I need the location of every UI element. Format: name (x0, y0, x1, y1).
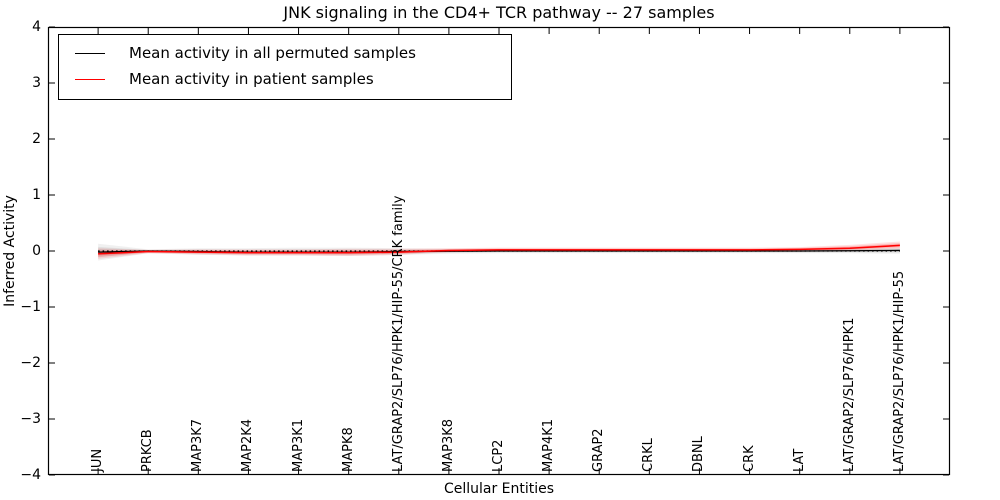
y-tick-label: −2 (20, 355, 41, 371)
legend-label-permuted: Mean activity in all permuted samples (129, 44, 416, 62)
y-tick-label: 4 (32, 19, 41, 35)
legend-entry-patient: Mean activity in patient samples (59, 66, 511, 92)
x-tick-label: LAT (791, 448, 807, 472)
x-tick-label: MAP4K1 (541, 418, 557, 472)
x-axis-label: Cellular Entities (443, 481, 555, 497)
legend-line-sample-black (75, 52, 105, 54)
x-tick-label: LCP2 (491, 439, 506, 472)
x-tick-label: LAT/GRAP2/SLP76/HPK1/HIP-55 (891, 270, 907, 472)
y-tick-label: 3 (32, 75, 41, 91)
x-tick-label: CRK (741, 445, 757, 472)
x-tick-label: PRKCB (140, 429, 156, 472)
legend-label-patient: Mean activity in patient samples (129, 70, 374, 88)
x-tick-label: MAP3K7 (190, 418, 206, 472)
y-tick-label: 1 (32, 187, 41, 203)
x-tick-label: MAPK8 (340, 427, 356, 472)
x-tick-label: JUN (90, 448, 106, 472)
x-tick-label: CRKL (641, 438, 657, 472)
x-tick-label: MAP2K4 (240, 418, 256, 472)
x-tick-label: GRAP2 (591, 428, 607, 472)
legend-entry-permuted: Mean activity in all permuted samples (59, 40, 511, 66)
x-tick-label: LAT/GRAP2/SLP76/HPK1/HIP-55/CRK family (390, 195, 406, 472)
x-tick-label: MAP3K8 (440, 418, 456, 472)
legend-line-sample-red (75, 78, 105, 80)
x-tick-label: DBNL (691, 436, 707, 472)
legend-box: Mean activity in all permuted samples Me… (58, 34, 512, 100)
y-tick-label: −1 (20, 299, 41, 315)
patient-mean-line (98, 244, 900, 255)
axes-frame (47, 26, 951, 476)
y-tick-label: 2 (32, 131, 41, 147)
y-tick-label: −4 (20, 467, 41, 483)
x-tick-label: LAT/GRAP2/SLP76/HPK1 (841, 317, 857, 472)
sample-band (98, 243, 900, 261)
chart-title: JNK signaling in the CD4+ TCR pathway --… (283, 3, 715, 22)
x-tick-label: MAP3K1 (290, 418, 306, 472)
y-tick-label: 0 (32, 243, 41, 259)
sample-band (98, 246, 900, 258)
y-tick-label: −3 (20, 411, 41, 427)
